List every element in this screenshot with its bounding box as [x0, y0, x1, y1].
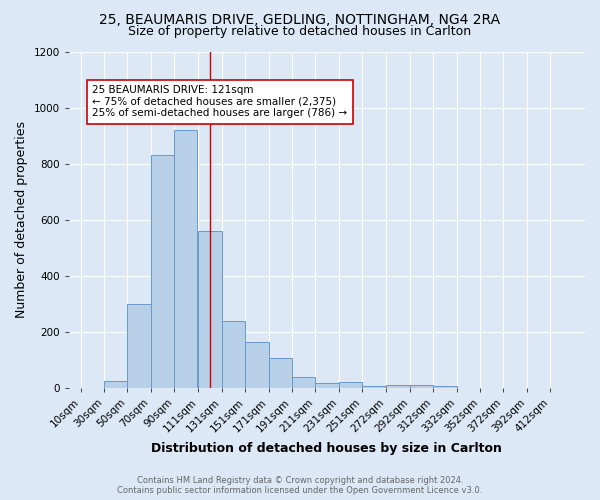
- Bar: [151, 155, 174, 388]
- Bar: [104, 381, 127, 388]
- Bar: [362, 386, 385, 388]
- X-axis label: Distribution of detached houses by size in Carlton: Distribution of detached houses by size …: [151, 442, 502, 455]
- Bar: [433, 386, 457, 388]
- Bar: [386, 385, 410, 388]
- Bar: [315, 382, 338, 388]
- Bar: [338, 382, 362, 388]
- Bar: [410, 385, 433, 388]
- Bar: [127, 304, 151, 388]
- Text: Contains HM Land Registry data © Crown copyright and database right 2024.
Contai: Contains HM Land Registry data © Crown c…: [118, 476, 482, 495]
- Y-axis label: Number of detached properties: Number of detached properties: [15, 121, 28, 318]
- Bar: [222, 320, 245, 388]
- Text: 25 BEAUMARIS DRIVE: 121sqm
← 75% of detached houses are smaller (2,375)
25% of s: 25 BEAUMARIS DRIVE: 121sqm ← 75% of deta…: [92, 85, 347, 118]
- Bar: [269, 358, 292, 388]
- Bar: [199, 231, 222, 388]
- Text: Size of property relative to detached houses in Carlton: Size of property relative to detached ho…: [128, 25, 472, 38]
- Text: 25, BEAUMARIS DRIVE, GEDLING, NOTTINGHAM, NG4 2RA: 25, BEAUMARIS DRIVE, GEDLING, NOTTINGHAM…: [100, 12, 500, 26]
- Bar: [245, 342, 269, 388]
- Bar: [174, 130, 197, 388]
- Bar: [292, 378, 315, 388]
